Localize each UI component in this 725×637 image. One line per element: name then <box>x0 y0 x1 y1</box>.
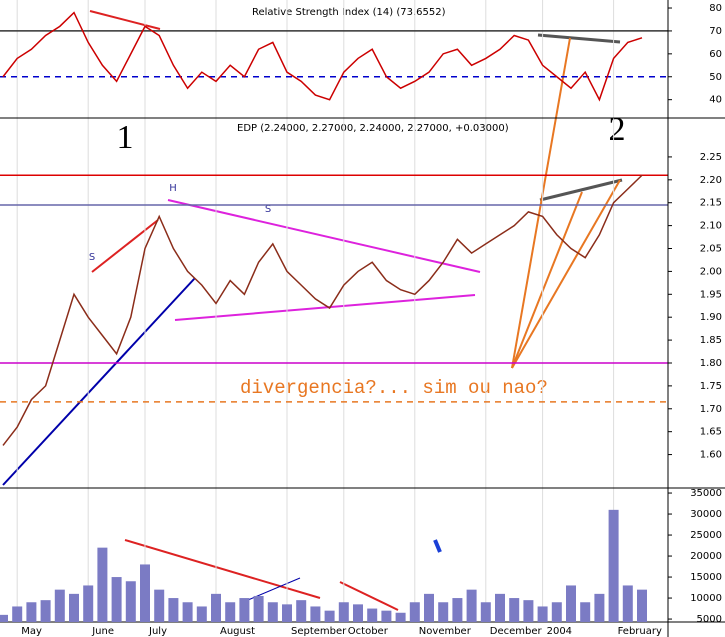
x-tick-label: December <box>490 626 543 637</box>
bar <box>168 598 179 622</box>
bar <box>395 612 406 622</box>
y-tick-label: 2.05 <box>700 244 722 255</box>
bar <box>480 602 491 622</box>
bar <box>367 608 378 622</box>
bar <box>140 564 150 622</box>
bar <box>637 589 647 622</box>
y-tick-label: 30000 <box>690 509 722 520</box>
bar <box>466 589 477 622</box>
bar <box>211 593 221 622</box>
annotation: H <box>169 183 177 194</box>
bar <box>40 600 51 622</box>
y-tick-label: 2.10 <box>700 221 722 232</box>
bar <box>253 595 264 622</box>
bar <box>324 610 335 622</box>
x-tick-label: June <box>91 626 114 637</box>
annotation: 1 <box>117 119 134 156</box>
bar <box>353 604 363 622</box>
y-tick-label: 1.65 <box>700 427 722 438</box>
x-tick-label: 2004 <box>547 626 572 637</box>
bar <box>196 606 207 622</box>
x-tick-label: August <box>220 626 255 637</box>
bar <box>452 598 463 622</box>
y-tick-label: 50 <box>709 72 722 83</box>
x-tick-label: October <box>348 626 389 637</box>
x-tick-label: July <box>148 626 167 637</box>
y-tick-label: 2.15 <box>700 198 722 209</box>
bar <box>26 602 37 622</box>
bar <box>111 577 122 622</box>
x-tick-label: May <box>21 626 42 637</box>
x-tick-label: February <box>618 626 662 637</box>
series-line <box>2 174 643 446</box>
bar <box>0 614 8 622</box>
y-tick-label: 1.75 <box>700 381 722 392</box>
bar <box>338 602 349 622</box>
bar <box>566 585 576 622</box>
y-tick-label: 2.00 <box>700 266 722 277</box>
x-tick-label: November <box>419 626 472 637</box>
y-tick-label: 15000 <box>690 572 722 583</box>
bar <box>608 509 619 622</box>
y-tick-label: 2.25 <box>700 152 722 163</box>
y-tick-label: 10000 <box>690 593 722 604</box>
bar <box>438 602 449 622</box>
series-line <box>2 11 643 102</box>
bar <box>580 602 591 622</box>
bar <box>594 593 605 622</box>
bar <box>523 600 534 622</box>
bar <box>495 593 505 622</box>
bar <box>622 585 633 622</box>
bar <box>12 606 23 622</box>
y-tick-label: 20000 <box>690 551 722 562</box>
y-tick-label: 1.90 <box>700 312 722 323</box>
bar <box>54 589 65 622</box>
y-tick-label: 80 <box>709 3 722 14</box>
y-tick-label: 2.20 <box>700 175 722 186</box>
y-tick-label: 70 <box>709 26 722 37</box>
annotation: S <box>89 252 95 263</box>
y-tick-label: 25000 <box>690 530 722 541</box>
y-tick-label: 1.70 <box>700 404 722 415</box>
bar <box>282 604 292 622</box>
x-tick-label: September <box>291 626 347 637</box>
bar <box>69 593 79 622</box>
bar <box>537 606 548 622</box>
y-tick-label: 1.85 <box>700 335 722 346</box>
y-tick-label: 1.95 <box>700 289 722 300</box>
bar <box>381 610 392 622</box>
bar <box>509 598 520 622</box>
annotation: 2 <box>609 111 626 148</box>
bar <box>296 600 307 622</box>
y-tick-label: 40 <box>709 95 722 106</box>
bar <box>182 602 193 622</box>
bar <box>239 598 250 622</box>
bar <box>154 589 165 622</box>
y-tick-label: 35000 <box>690 488 722 499</box>
y-tick-label: 60 <box>709 49 722 60</box>
price-title: EDP (2.24000, 2.27000, 2.24000, 2.27000,… <box>237 123 509 134</box>
annotation: divergencia?... sim ou nao? <box>240 377 548 399</box>
bar <box>225 602 236 622</box>
bar <box>424 593 434 622</box>
bar <box>310 606 321 622</box>
annotation: S <box>265 204 271 215</box>
y-tick-label: 1.80 <box>700 358 722 369</box>
bar <box>83 585 94 622</box>
bar <box>551 602 562 622</box>
rsi-title: Relative Strength Index (14) (73.6552) <box>252 7 446 18</box>
y-tick-label: 1.60 <box>700 450 722 461</box>
y-tick-label: 5000 <box>697 614 722 625</box>
bar <box>97 547 108 622</box>
bar <box>267 602 278 622</box>
bar <box>409 602 420 622</box>
bar <box>125 581 136 622</box>
